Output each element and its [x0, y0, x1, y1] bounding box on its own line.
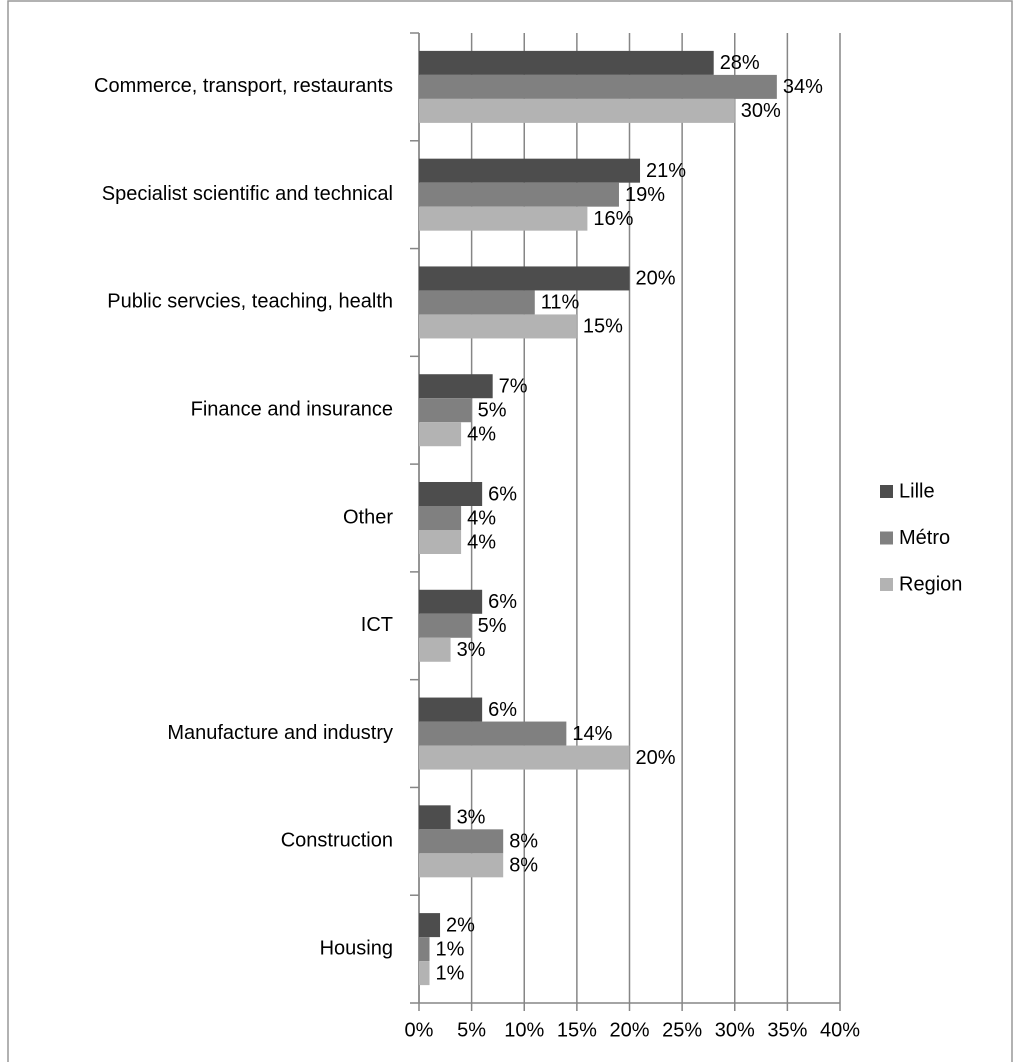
value-label: 34%	[783, 76, 823, 98]
value-label: 3%	[457, 639, 486, 661]
legend-label: Region	[899, 573, 962, 595]
value-label: 2%	[446, 914, 475, 936]
value-label: 30%	[741, 100, 781, 122]
bar	[419, 50, 714, 75]
bar	[419, 805, 451, 830]
bar	[419, 937, 430, 962]
y-tick-label: Housing	[320, 937, 393, 959]
value-label: 5%	[478, 615, 507, 637]
y-tick-label: Manufacture and industry	[167, 722, 393, 744]
x-tick-label: 20%	[609, 1019, 649, 1041]
value-label: 28%	[720, 52, 760, 74]
value-label: 4%	[467, 424, 496, 446]
value-label: 7%	[499, 376, 528, 398]
value-label: 8%	[509, 855, 538, 877]
legend-swatch	[880, 531, 893, 545]
y-tick-label: Finance and insurance	[191, 399, 393, 421]
value-label: 15%	[583, 316, 623, 338]
bar	[419, 721, 567, 746]
value-label: 20%	[636, 268, 676, 290]
bar	[419, 290, 535, 315]
y-tick-label: Commerce, transport, restaurants	[94, 75, 393, 97]
bar	[419, 506, 462, 530]
value-label: 6%	[488, 591, 517, 613]
bar	[419, 853, 504, 878]
bar	[419, 266, 630, 291]
bar	[419, 98, 735, 123]
value-label: 6%	[488, 699, 517, 721]
x-tick-label: 25%	[662, 1019, 702, 1041]
y-tick-label: Specialist scientific and technical	[102, 183, 393, 205]
value-label: 20%	[636, 747, 676, 769]
bar	[419, 158, 641, 183]
x-tick-label: 0%	[405, 1019, 434, 1041]
y-tick-label: Construction	[281, 830, 393, 852]
bar	[419, 589, 483, 614]
value-label: 4%	[467, 507, 496, 529]
value-label: 14%	[572, 723, 612, 745]
value-label: 1%	[436, 962, 465, 984]
bar	[419, 530, 462, 554]
bar	[419, 913, 441, 938]
legend-swatch	[880, 485, 893, 498]
value-label: 6%	[488, 483, 517, 505]
bar	[419, 697, 483, 722]
x-tick-label: 15%	[557, 1019, 597, 1041]
bar	[419, 745, 630, 770]
x-tick-label: 35%	[767, 1019, 807, 1041]
bar	[419, 182, 619, 207]
bar	[419, 961, 430, 986]
legend-label: Métro	[899, 527, 950, 549]
x-tick-label: 10%	[504, 1019, 544, 1041]
value-label: 16%	[593, 208, 633, 230]
bar	[419, 206, 588, 231]
value-label: 19%	[625, 184, 665, 206]
bar	[419, 422, 462, 447]
value-label: 21%	[646, 160, 686, 182]
bar	[419, 613, 472, 638]
x-tick-label: 5%	[457, 1019, 486, 1041]
value-label: 3%	[457, 807, 486, 829]
legend-swatch	[880, 578, 893, 591]
bar	[419, 398, 472, 423]
x-tick-label: 30%	[715, 1019, 755, 1041]
value-label: 5%	[478, 400, 507, 422]
bar	[419, 829, 504, 854]
y-tick-label: Public servcies, teaching, health	[107, 291, 393, 313]
bar	[419, 482, 483, 506]
value-label: 4%	[467, 531, 496, 553]
value-label: 1%	[436, 938, 465, 960]
chart-border	[7, 0, 1013, 1062]
bar	[419, 637, 451, 662]
value-label: 11%	[541, 292, 580, 314]
bar	[419, 314, 577, 339]
value-label: 8%	[509, 831, 538, 853]
bar	[419, 74, 777, 99]
bar	[419, 374, 493, 399]
y-tick-label: ICT	[361, 614, 393, 636]
x-tick-label: 40%	[820, 1019, 860, 1041]
legend-label: Lille	[899, 480, 935, 502]
y-tick-label: Other	[343, 506, 393, 528]
